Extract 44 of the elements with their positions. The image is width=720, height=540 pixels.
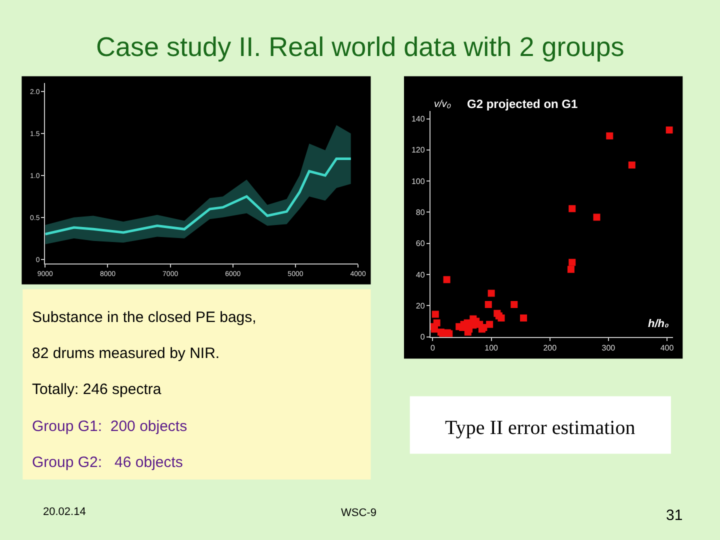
y-tick-label: 40 — [416, 270, 426, 280]
y-tick-label: 60 — [416, 239, 426, 248]
y-tick-label: 120 — [411, 146, 426, 155]
point — [520, 314, 528, 322]
point — [484, 300, 492, 308]
y-tick-label: 100 — [411, 176, 426, 186]
point — [567, 266, 574, 273]
x-tick-label: 300 — [602, 343, 616, 352]
point — [488, 290, 495, 297]
point — [606, 132, 614, 140]
x-tick-label: 100 — [484, 343, 499, 352]
chart-title: Case study II. Real world data with 2 groups — [96, 32, 624, 62]
point — [666, 126, 673, 134]
text: WSC-9 — [341, 507, 376, 519]
y-tick-label: 0 — [420, 332, 426, 342]
y-tick-label: 20 — [416, 301, 426, 310]
text: Type II error estimation — [445, 417, 636, 439]
point — [432, 310, 439, 318]
x-tick-label: 200 — [543, 343, 558, 352]
point — [470, 322, 477, 329]
text: 31 — [666, 507, 683, 524]
line-series — [45, 157, 352, 236]
point — [593, 214, 600, 221]
x-tick-label: 0 — [430, 343, 436, 352]
chart-title: G2 projected on G1 — [467, 97, 578, 111]
point — [498, 314, 505, 322]
point — [431, 326, 438, 333]
text: Group G2: 46 objects — [32, 454, 183, 471]
point — [628, 162, 636, 169]
text: 20.02.14 — [43, 506, 86, 518]
point — [568, 205, 576, 212]
point — [486, 320, 494, 328]
x-axis-title: h/h₀ — [648, 318, 669, 330]
point — [510, 300, 518, 308]
point — [568, 258, 576, 266]
x-tick-label: 400 — [660, 343, 674, 352]
point — [443, 276, 450, 284]
text: Substance in the closed PE bags, — [32, 309, 256, 326]
y-axis-title: v/v₀ — [434, 99, 451, 110]
text: Group G1: 200 objects — [32, 418, 188, 435]
text: 82 drums measured by NIR. — [32, 345, 220, 362]
text: Totally: 246 spectra — [32, 381, 162, 398]
y-tick-label: 140 — [411, 114, 426, 124]
y-tick-label: 80 — [416, 208, 426, 218]
